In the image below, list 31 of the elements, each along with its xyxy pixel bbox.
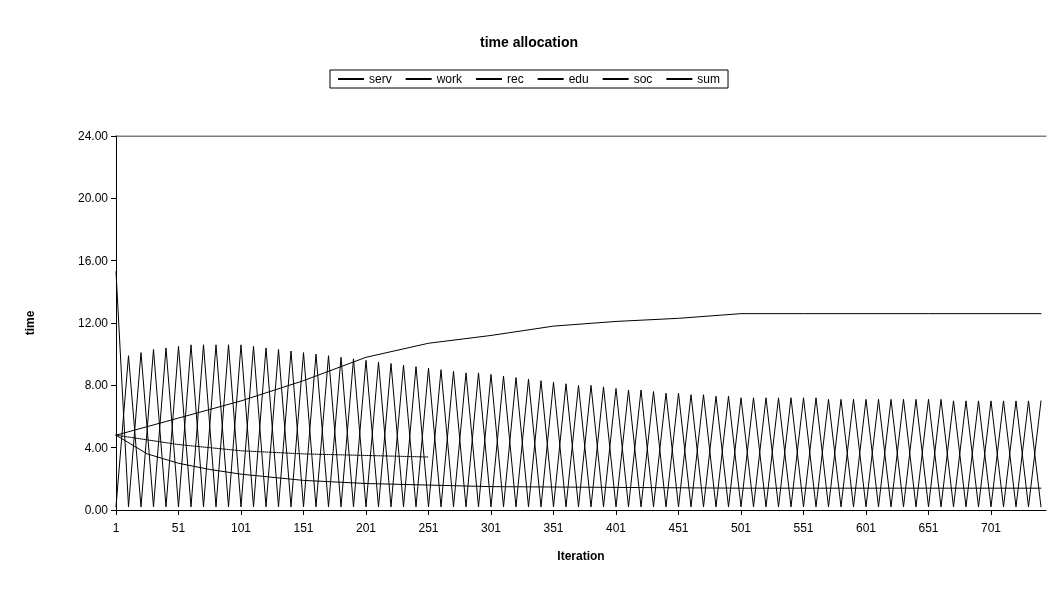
- y-tick-label: 16.00: [77, 253, 109, 268]
- legend-label: rec: [506, 72, 524, 86]
- x-tick-label: 601: [855, 521, 877, 535]
- x-tick-label: 451: [668, 521, 689, 535]
- legend-label: work: [435, 72, 463, 86]
- legend-label: soc: [633, 72, 653, 86]
- x-tick-label: 351: [543, 521, 564, 535]
- x-tick-label: 251: [418, 521, 439, 535]
- y-tick-label: 24.00: [77, 129, 109, 143]
- y-tick-label: 8.00: [84, 378, 109, 393]
- x-tick-label: 651: [918, 521, 939, 535]
- x-tick-label: 51: [171, 521, 186, 535]
- x-tick-label: 301: [480, 521, 502, 535]
- x-tick-label: 501: [730, 521, 752, 535]
- legend-label: edu: [568, 72, 589, 86]
- legend-label: sum: [697, 72, 721, 86]
- x-axis-title: Iteration: [557, 549, 605, 563]
- x-tick-label: 101: [230, 521, 252, 535]
- legend-label: serv: [368, 72, 392, 86]
- x-tick-label: 551: [793, 521, 814, 535]
- chart-title: time allocation: [479, 34, 579, 50]
- y-axis-title: time: [23, 310, 37, 336]
- x-tick-label: 151: [293, 521, 314, 535]
- y-tick-label: 20.00: [77, 191, 109, 206]
- x-tick-label: 701: [980, 521, 1002, 535]
- y-tick-label: 4.00: [84, 440, 109, 455]
- y-tick-label: 0.00: [84, 503, 109, 517]
- x-tick-label: 1: [112, 521, 120, 535]
- x-tick-label: 201: [355, 521, 377, 535]
- y-tick-label: 12.00: [77, 316, 109, 330]
- x-tick-label: 401: [605, 521, 627, 535]
